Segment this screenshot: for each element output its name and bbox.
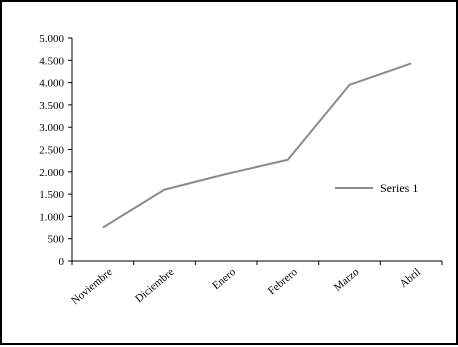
x-tick-label: Abril <box>398 266 424 290</box>
y-tick-label: 2.000 <box>39 167 64 179</box>
x-tick-label: Noviembre <box>69 266 115 307</box>
y-tick-label: 1.000 <box>39 211 64 223</box>
y-tick-label: 500 <box>48 234 65 246</box>
legend-label: Series 1 <box>380 181 418 195</box>
y-tick-label: 3.500 <box>39 100 64 112</box>
x-tick-label: Febrero <box>266 266 300 298</box>
legend: Series 1 <box>335 181 418 195</box>
y-tick-label: 0 <box>59 256 65 268</box>
x-tick-label: Diciembre <box>133 266 176 305</box>
y-tick-label: 2.500 <box>39 145 64 157</box>
series-line <box>103 63 411 227</box>
y-tick-label: 5.000 <box>39 33 64 45</box>
y-tick-label: 4.500 <box>39 55 64 67</box>
y-tick-label: 3.000 <box>39 122 64 134</box>
x-tick-label: Enero <box>210 266 238 292</box>
y-tick-label: 1.500 <box>39 189 64 201</box>
series-layer <box>103 63 412 227</box>
x-tick-label: Marzo <box>332 266 362 294</box>
y-tick-label: 4.000 <box>39 78 64 90</box>
